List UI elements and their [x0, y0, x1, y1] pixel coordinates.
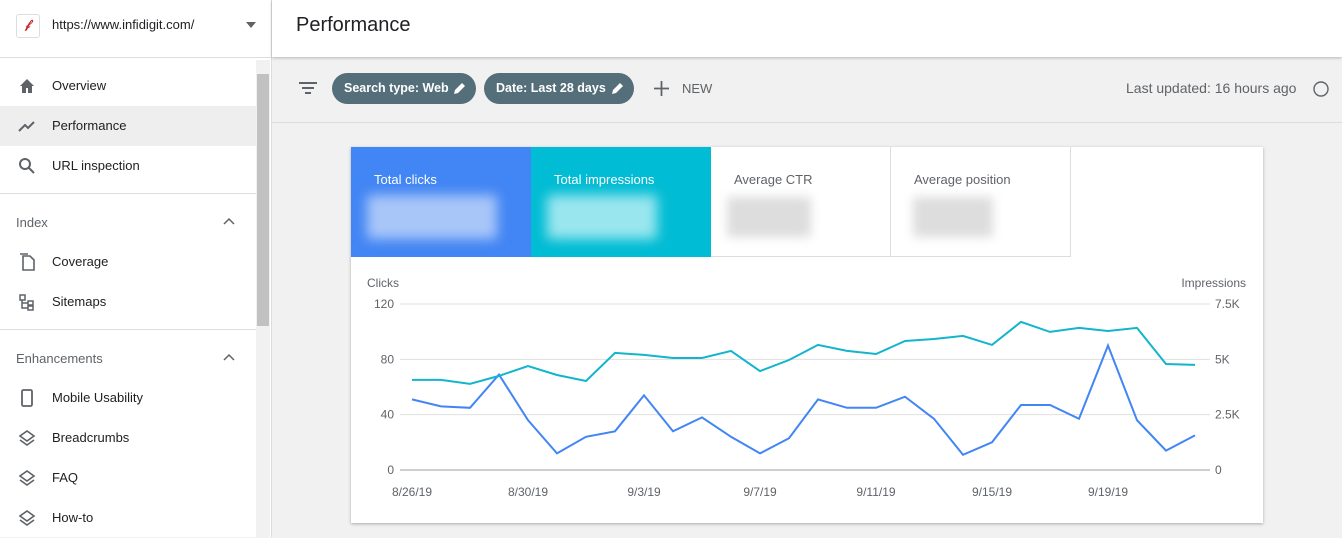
filter-icon[interactable] [299, 81, 317, 95]
y2-tick-label: 2.5K [1215, 408, 1240, 422]
metric-tile[interactable]: Total clicks [351, 147, 531, 257]
x-tick-label: 9/15/19 [972, 485, 1012, 499]
series-line [412, 320, 1196, 385]
nav-url-inspection[interactable]: URL inspection [0, 146, 256, 186]
y2-tick-label: 7.5K [1215, 297, 1240, 311]
nav-sitemaps[interactable]: Sitemaps [0, 282, 256, 322]
x-tick-label: 8/26/19 [392, 485, 432, 499]
chip-label[interactable]: Search type: Web [344, 81, 449, 95]
nav-label[interactable]: Performance [52, 118, 127, 133]
metric-label[interactable]: Average position [914, 172, 1011, 187]
nav-label[interactable]: Coverage [52, 254, 109, 269]
site-url[interactable]: https://www.infidigit.com/ [52, 17, 195, 32]
nav-mobile-usability[interactable]: Mobile Usability [0, 378, 256, 418]
x-tick-label: 9/19/19 [1088, 485, 1128, 499]
last-updated: Last updated: 16 hours ago [1126, 80, 1297, 96]
y-axis-title: Clicks [367, 276, 399, 290]
nav-how-to[interactable]: How-to [0, 498, 256, 538]
nav-breadcrumbs[interactable]: Breadcrumbs [0, 418, 256, 458]
site-icon: 𝒻 [16, 14, 40, 38]
x-tick-label: 9/3/19 [627, 485, 661, 499]
series-line [411, 342, 1196, 457]
y2-tick-label: 5K [1215, 352, 1230, 366]
nav-performance[interactable]: Performance [0, 106, 256, 146]
filter-chip[interactable]: Date: Last 28 days [484, 73, 634, 104]
y2-tick-label: 0 [1215, 463, 1222, 477]
nav-overview[interactable]: Overview [0, 66, 256, 106]
collapse-icon[interactable] [223, 353, 235, 361]
chart: Clicks Impressions 0 40 80 120 0 2.5K 5K 7.5K 8/26… [367, 276, 1246, 499]
new-button[interactable]: NEW [682, 81, 713, 96]
nav-label[interactable]: Sitemaps [52, 294, 107, 309]
nav-label[interactable]: FAQ [52, 470, 79, 485]
nav-coverage[interactable]: Coverage [0, 242, 256, 282]
x-tick-label: 9/7/19 [743, 485, 777, 499]
section-title: Index [16, 215, 48, 230]
add-icon[interactable] [654, 81, 669, 96]
y2-axis-title: Impressions [1181, 276, 1246, 290]
help-icon[interactable] [1313, 81, 1329, 97]
metric-tile[interactable]: Total impressions [531, 147, 711, 257]
nav-label[interactable]: URL inspection [52, 158, 140, 173]
y-tick-label: 80 [381, 352, 395, 366]
header: Performance [272, 0, 1342, 57]
chip-label[interactable]: Date: Last 28 days [496, 81, 606, 95]
metric-tile[interactable]: Average position [891, 147, 1071, 257]
metric-label[interactable]: Average CTR [734, 172, 813, 187]
page-title: Performance [296, 14, 411, 36]
y-tick-label: 40 [381, 408, 395, 422]
section-title: Enhancements [16, 351, 103, 366]
metric-label[interactable]: Total clicks [374, 172, 437, 187]
filter-chip[interactable]: Search type: Web [332, 73, 476, 104]
x-tick-label: 9/11/19 [856, 485, 895, 499]
sidebar: 𝒻 https://www.infidigit.com/ Overview Pe… [0, 0, 272, 537]
y-tick-label: 0 [387, 463, 394, 477]
nav-label[interactable]: Overview [52, 78, 107, 93]
dropdown-icon[interactable] [245, 21, 257, 29]
x-tick-label: 8/30/19 [508, 485, 548, 499]
y-tick-label: 120 [374, 297, 394, 311]
nav-label[interactable]: Breadcrumbs [52, 430, 130, 445]
nav-faq[interactable]: FAQ [0, 458, 256, 498]
nav-label[interactable]: Mobile Usability [52, 390, 144, 405]
scrollbar [256, 60, 270, 537]
metric-label[interactable]: Total impressions [554, 172, 655, 187]
nav-label[interactable]: How-to [52, 510, 94, 525]
collapse-icon[interactable] [223, 217, 235, 225]
metric-tile[interactable]: Average CTR [711, 147, 891, 257]
